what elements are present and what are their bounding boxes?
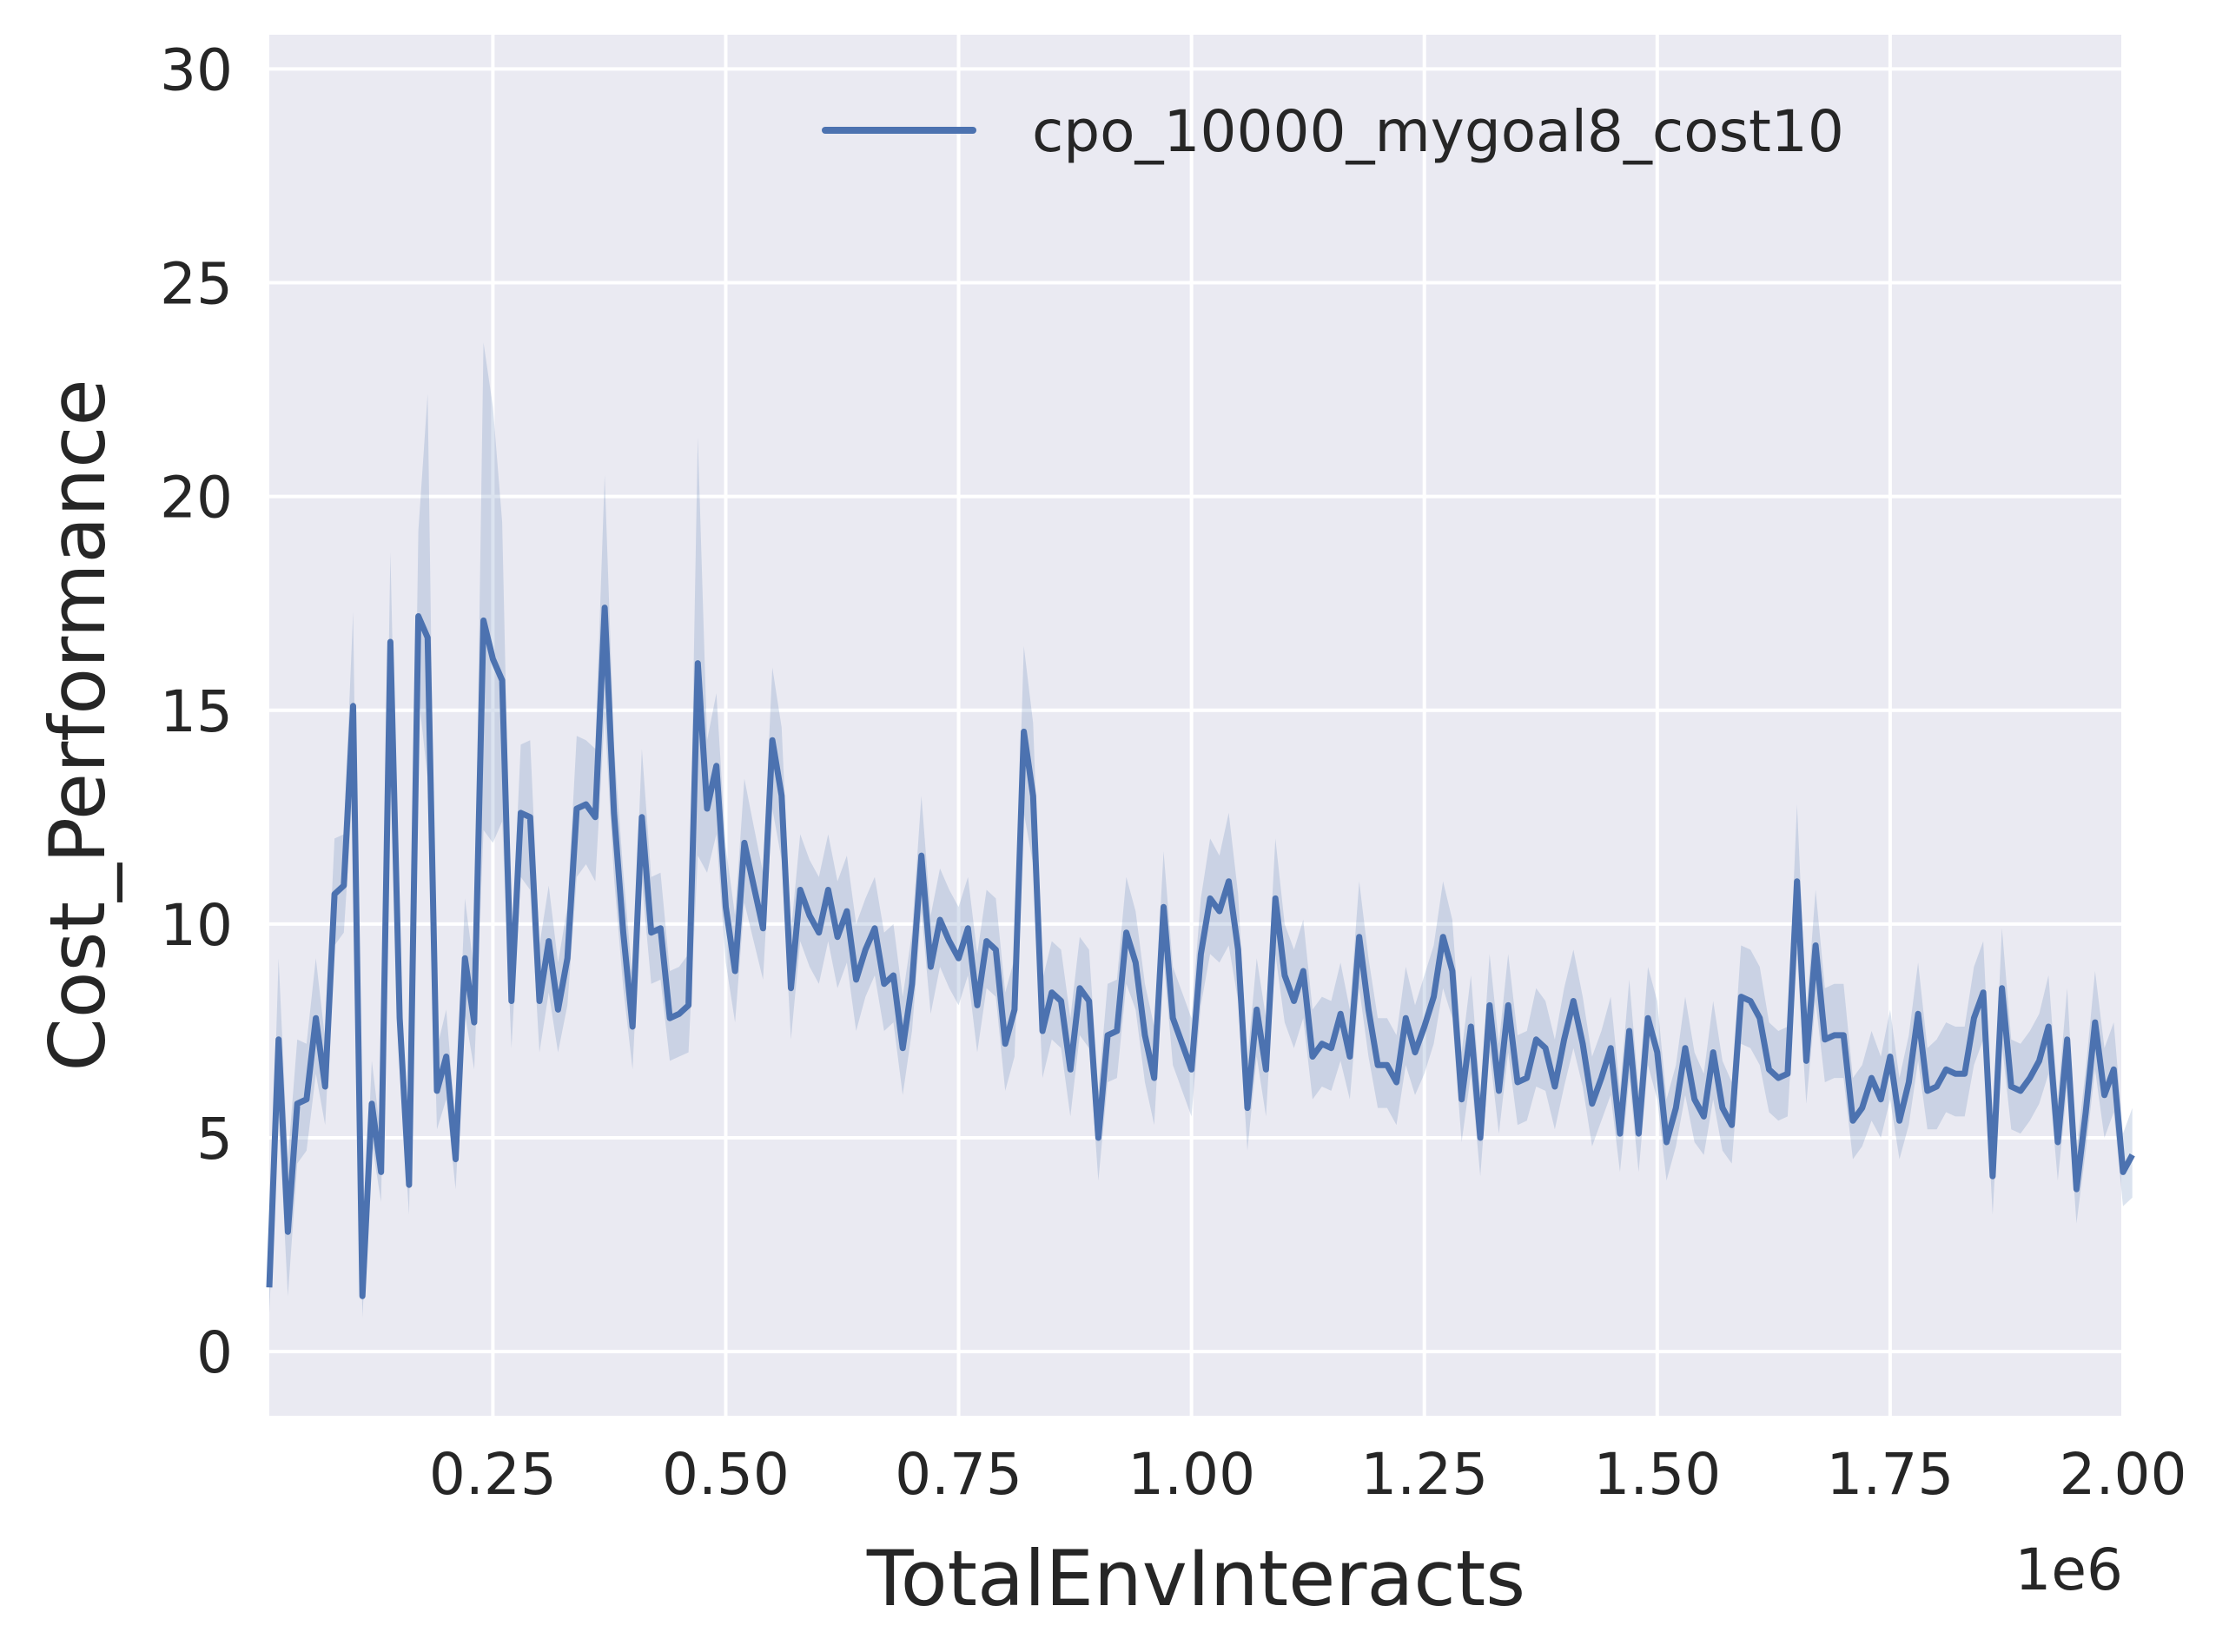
x-tick-label: 0.50: [662, 1441, 790, 1508]
x-tick-label: 1.50: [1593, 1441, 1721, 1508]
y-tick-label: 20: [160, 465, 233, 532]
x-tick-label: 2.00: [2060, 1441, 2187, 1508]
x-tick-label: 0.75: [895, 1441, 1022, 1508]
x-tick-label: 1.25: [1360, 1441, 1488, 1508]
series-line: [266, 605, 2135, 1299]
x-axis-label: TotalEnvInteracts: [866, 1534, 1525, 1623]
x-axis-offset-label: 1e6: [2014, 1536, 2123, 1603]
y-axis-ticks: 0 5 10 15 20 25 30: [160, 36, 233, 1386]
y-tick-label: 30: [160, 36, 233, 103]
x-axis-ticks: 0.25 0.50 0.75 1.00 1.25 1.50 1.75 2.00: [429, 1441, 2187, 1508]
x-tick-label: 1.00: [1128, 1441, 1255, 1508]
x-tick-label: 1.75: [1826, 1441, 1954, 1508]
y-axis-label: Cost_Performance: [33, 379, 122, 1071]
y-tick-label: 0: [196, 1319, 233, 1386]
plot-area: [269, 35, 2123, 1416]
y-tick-label: 5: [196, 1106, 233, 1173]
legend: cpo_10000_mygoal8_cost10: [822, 98, 1844, 165]
x-tick-label: 0.25: [429, 1441, 557, 1508]
y-tick-label: 15: [160, 678, 233, 745]
grid: [269, 35, 2125, 1416]
y-tick-label: 10: [160, 892, 233, 959]
legend-label: cpo_10000_mygoal8_cost10: [1032, 98, 1844, 165]
y-tick-label: 25: [160, 251, 233, 318]
series-line-layer: [266, 605, 2135, 1299]
